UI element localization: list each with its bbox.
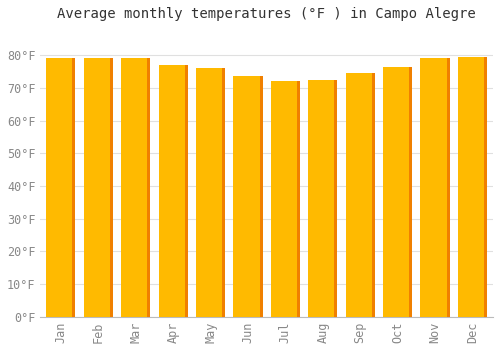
Title: Average monthly temperatures (°F ) in Campo Alegre: Average monthly temperatures (°F ) in Ca… — [58, 7, 476, 21]
Bar — [196, 68, 225, 317]
Bar — [184, 65, 188, 317]
Bar — [46, 58, 76, 317]
Bar — [383, 66, 412, 317]
Bar — [446, 58, 450, 317]
Bar — [271, 82, 300, 317]
Bar — [260, 76, 262, 317]
Bar — [121, 58, 150, 317]
Bar — [372, 73, 375, 317]
Bar — [458, 57, 487, 317]
Bar — [222, 68, 225, 317]
Bar — [148, 58, 150, 317]
Bar — [334, 80, 338, 317]
Bar — [484, 57, 487, 317]
Bar — [110, 58, 113, 317]
Bar — [234, 76, 262, 317]
Bar — [72, 58, 76, 317]
Bar — [158, 65, 188, 317]
Bar — [346, 73, 375, 317]
Bar — [409, 66, 412, 317]
Bar — [84, 58, 113, 317]
Bar — [420, 58, 450, 317]
Bar — [297, 82, 300, 317]
Bar — [308, 80, 338, 317]
